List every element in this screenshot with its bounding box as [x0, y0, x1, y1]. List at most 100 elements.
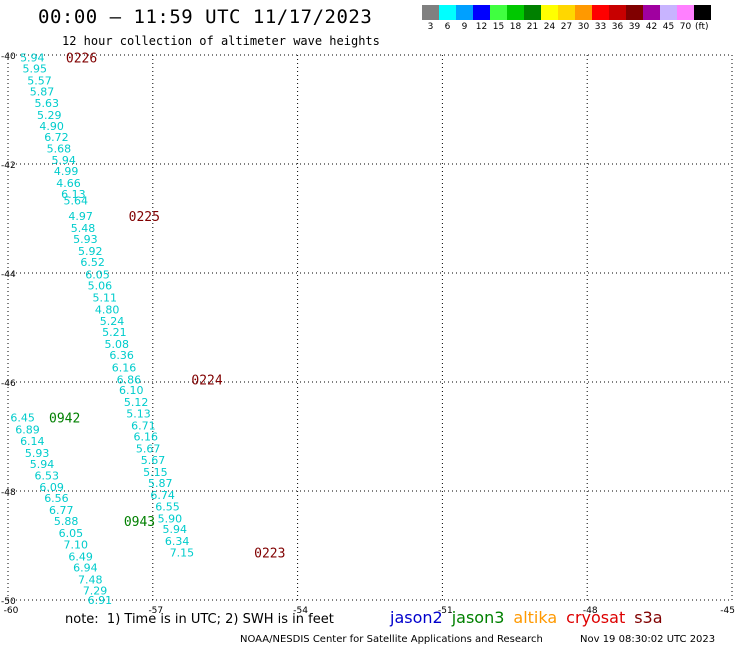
swh-point-label: 5.94: [51, 154, 76, 167]
swh-point-label: 5.11: [92, 292, 117, 305]
swh-point-label: 5.48: [71, 222, 96, 235]
satellite-legend: jason2 jason3 altika cryosat s3a: [390, 608, 672, 627]
swh-point-label: 6.05: [85, 269, 110, 282]
satellite-legend-item: altika: [513, 608, 558, 627]
scale-swatch: [439, 5, 456, 20]
scale-swatch: [490, 5, 507, 20]
swh-point-label: 5.94: [30, 458, 55, 471]
swh-point-label: 5.88: [54, 515, 79, 528]
swh-point-label: 6.05: [59, 527, 84, 540]
swh-point-label: 6.10: [119, 384, 144, 397]
footer-note: note: 1) Time is in UTC; 2) SWH is in fe…: [65, 612, 334, 627]
scale-label: 42: [645, 22, 658, 32]
swh-point-label: 5.12: [124, 396, 149, 409]
scale-unit: (ft): [695, 22, 709, 32]
swh-point-label: 6.16: [133, 431, 158, 444]
swh-point-label: 4.80: [95, 304, 120, 317]
swh-point-label: 4.90: [39, 120, 64, 133]
scale-swatch: [643, 5, 660, 20]
swh-point-label: 7.10: [64, 538, 89, 551]
page-title: 00:00 — 11:59 UTC 11/17/2023: [38, 6, 373, 28]
swh-point-label: 6.34: [165, 535, 190, 548]
scale-swatch: [456, 5, 473, 20]
swh-point-label: 5.93: [25, 447, 50, 460]
y-tick-label: -50: [1, 597, 16, 607]
swh-point-label: 6.14: [20, 435, 45, 448]
swh-point-label: 5.15: [143, 466, 168, 479]
scale-swatch: [660, 5, 677, 20]
swh-point-label: 5.94: [162, 523, 187, 536]
x-tick-label: -54: [293, 606, 308, 616]
scale-label: 3: [427, 22, 434, 32]
satellite-legend-item: jason2: [390, 608, 443, 627]
swh-point-label: 5.68: [47, 143, 72, 156]
scale-swatch: [575, 5, 592, 20]
pass-time-label: 0224: [191, 373, 222, 388]
scale-label: 45: [662, 22, 675, 32]
scale-swatch: [626, 5, 643, 20]
scale-label: 33: [594, 22, 607, 32]
swh-point-label: 7.48: [78, 573, 103, 586]
generated-timestamp: Nov 19 08:30:02 UTC 2023: [580, 634, 716, 645]
swh-point-label: 4.97: [68, 210, 93, 223]
swh-point-label: 6.13: [61, 188, 86, 201]
color-scale-swatches: [422, 5, 711, 20]
swh-point-label: 5.87: [148, 477, 173, 490]
swh-point-label: 7.15: [170, 547, 195, 560]
scale-swatch: [677, 5, 694, 20]
x-tick-label: -45: [720, 606, 735, 616]
swh-point-label: 5.64: [64, 195, 89, 208]
scale-swatch: [473, 5, 490, 20]
scale-swatch: [592, 5, 609, 20]
color-scale-labels: 3 6 9 12 15 18 21 24 27 30 33 36 39 42 45 70 (ft): [422, 22, 711, 32]
y-tick-label: -48: [1, 488, 16, 498]
scale-label: 36: [611, 22, 624, 32]
satellite-legend-item: jason3: [451, 608, 505, 627]
swh-point-label: 6.56: [44, 492, 68, 505]
scale-label: 70: [679, 22, 692, 32]
scale-label: 12: [475, 22, 488, 32]
scale-label: 30: [577, 22, 590, 32]
swh-point-label: 5.57: [27, 75, 52, 88]
y-tick-label: -40: [1, 52, 16, 62]
swh-point-label: 5.90: [158, 512, 183, 525]
swh-point-label: 6.86: [117, 373, 142, 386]
satellite-legend-item: s3a: [634, 608, 663, 627]
y-tick-label: -46: [1, 379, 16, 389]
pass-time-label: 0226: [66, 52, 97, 67]
scale-label: 15: [492, 22, 505, 32]
swh-point-label: 6.72: [44, 131, 68, 144]
scale-label: 24: [543, 22, 556, 32]
swh-point-label: 5.29: [37, 109, 62, 122]
swh-point-label: 6.36: [109, 349, 134, 362]
scale-swatch: [694, 5, 711, 20]
x-tick-label: -51: [438, 606, 453, 616]
pass-time-label: 0225: [129, 210, 160, 225]
scale-swatch: [422, 5, 439, 20]
swh-point-label: 6.94: [73, 561, 98, 574]
swh-point-label: 5.67: [141, 454, 166, 467]
page-subtitle: 12 hour collection of altimeter wave hei…: [62, 34, 380, 48]
swh-point-label: 5.21: [102, 326, 127, 339]
swh-point-label: 7.29: [83, 585, 108, 598]
scale-swatch: [558, 5, 575, 20]
swh-point-label: 5.13: [126, 408, 150, 421]
swh-point-label: 5.08: [105, 338, 129, 351]
scale-swatch: [609, 5, 626, 20]
y-tick-label: -42: [1, 161, 16, 171]
scale-label: 9: [461, 22, 468, 32]
swh-point-label: 6.89: [15, 423, 39, 436]
swh-point-label: 5.63: [35, 97, 60, 110]
swh-point-label: 6.91: [88, 594, 113, 607]
credit-line: NOAA/NESDIS Center for Satellite Applica…: [240, 634, 543, 645]
scale-label: 27: [560, 22, 573, 32]
pass-time-label: 0943: [124, 515, 155, 530]
swh-point-label: 6.74: [150, 489, 175, 502]
swh-point-label: 5.87: [30, 86, 55, 99]
swh-point-label: 5.93: [73, 233, 98, 246]
swh-point-label: 5.94: [20, 52, 45, 65]
scale-label: 18: [509, 22, 522, 32]
scale-swatch: [524, 5, 541, 20]
swh-point-label: 5.92: [78, 245, 103, 258]
